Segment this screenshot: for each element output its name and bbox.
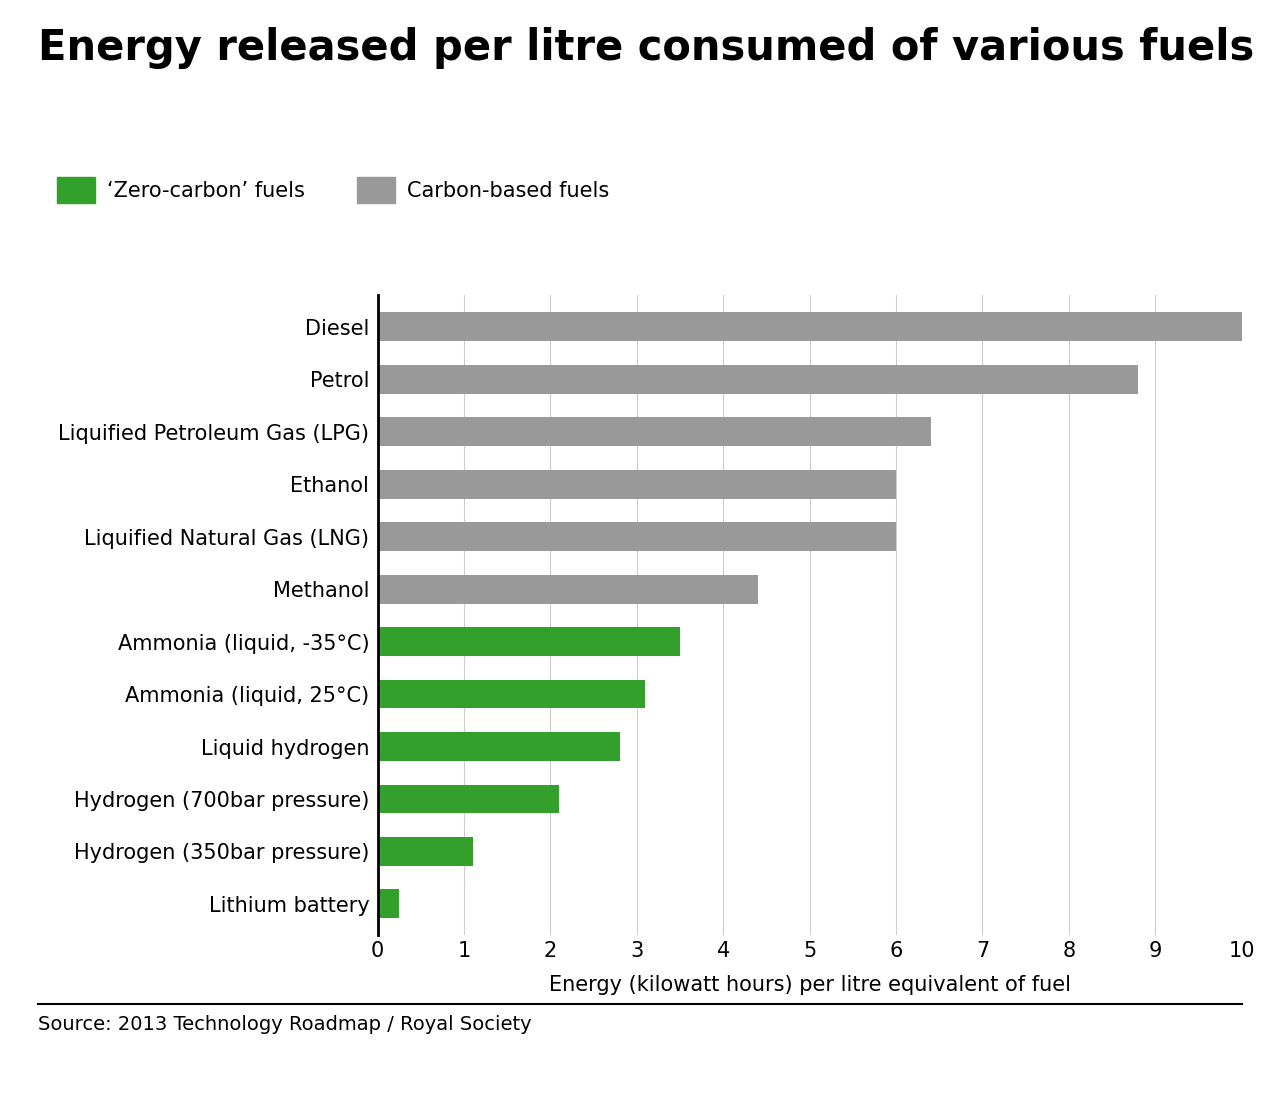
Bar xyxy=(378,732,620,761)
Bar xyxy=(378,679,645,709)
Bar xyxy=(378,784,559,814)
Text: BBC: BBC xyxy=(1192,1032,1233,1049)
Bar xyxy=(378,522,896,551)
Bar xyxy=(378,837,472,865)
X-axis label: Energy (kilowatt hours) per litre equivalent of fuel: Energy (kilowatt hours) per litre equiva… xyxy=(549,975,1070,994)
Legend: ‘Zero-carbon’ fuels, Carbon-based fuels: ‘Zero-carbon’ fuels, Carbon-based fuels xyxy=(49,170,618,211)
Bar xyxy=(378,313,1242,341)
Bar xyxy=(378,889,399,918)
Bar xyxy=(378,417,931,446)
Text: Source: 2013 Technology Roadmap / Royal Society: Source: 2013 Technology Roadmap / Royal … xyxy=(38,1015,532,1034)
Bar xyxy=(378,627,680,656)
Bar xyxy=(378,574,758,604)
Text: Energy released per litre consumed of various fuels: Energy released per litre consumed of va… xyxy=(38,27,1254,69)
Bar xyxy=(378,365,1138,394)
Bar xyxy=(378,469,896,499)
